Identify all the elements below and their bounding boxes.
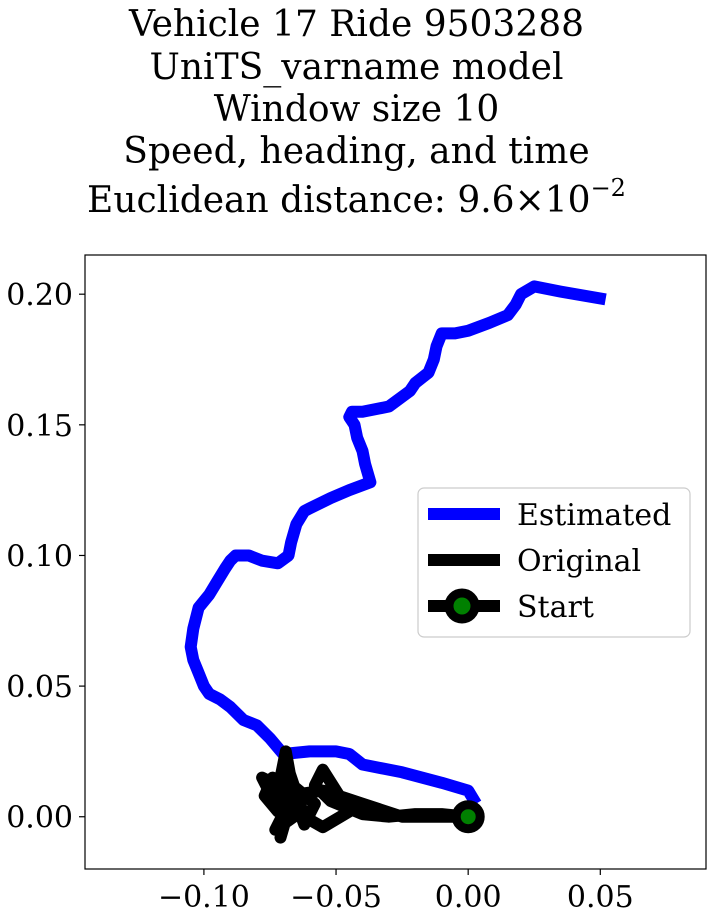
y-tick-label: 0.05 — [6, 670, 73, 705]
y-axis: 0.00 0.05 0.10 0.15 0.20 — [6, 278, 85, 836]
legend-start-marker — [444, 588, 480, 624]
x-tick-label: −0.10 — [158, 880, 250, 915]
legend-start-label: Start — [517, 590, 594, 625]
series-line-estimated — [184, 280, 607, 807]
y-tick-label: 0.10 — [6, 539, 73, 574]
legend: Estimated Original Start — [417, 487, 691, 638]
legend-estimated-label: Estimated — [517, 498, 671, 533]
y-tick-label: 0.00 — [6, 801, 73, 836]
legend-original-label: Original — [517, 544, 641, 579]
x-tick-label: 0.05 — [567, 880, 634, 915]
series-line-original — [256, 745, 469, 844]
title-line-1: Vehicle 17 Ride 9503288 — [128, 4, 585, 45]
start-marker — [451, 800, 485, 834]
distance-exponent: −2 — [590, 174, 626, 202]
title-line-4: Speed, heading, and time — [123, 131, 590, 172]
title-line-2: UniTS_varname model — [149, 47, 564, 88]
plot-lines — [184, 280, 607, 844]
legend-box — [417, 487, 691, 638]
title-line-3: Window size 10 — [213, 89, 500, 130]
y-tick-label: 0.15 — [6, 409, 73, 444]
title-line-5: Euclidean distance: 9.6×10−2 — [0, 176, 713, 219]
x-tick-label: −0.05 — [290, 880, 382, 915]
x-axis: −0.10 −0.05 0.00 0.05 — [158, 869, 634, 915]
x-tick-label: 0.00 — [435, 880, 502, 915]
plot-frame — [84, 254, 707, 870]
distance-text: Euclidean distance: 9.6×10 — [87, 180, 591, 221]
y-tick-label: 0.20 — [6, 278, 73, 313]
